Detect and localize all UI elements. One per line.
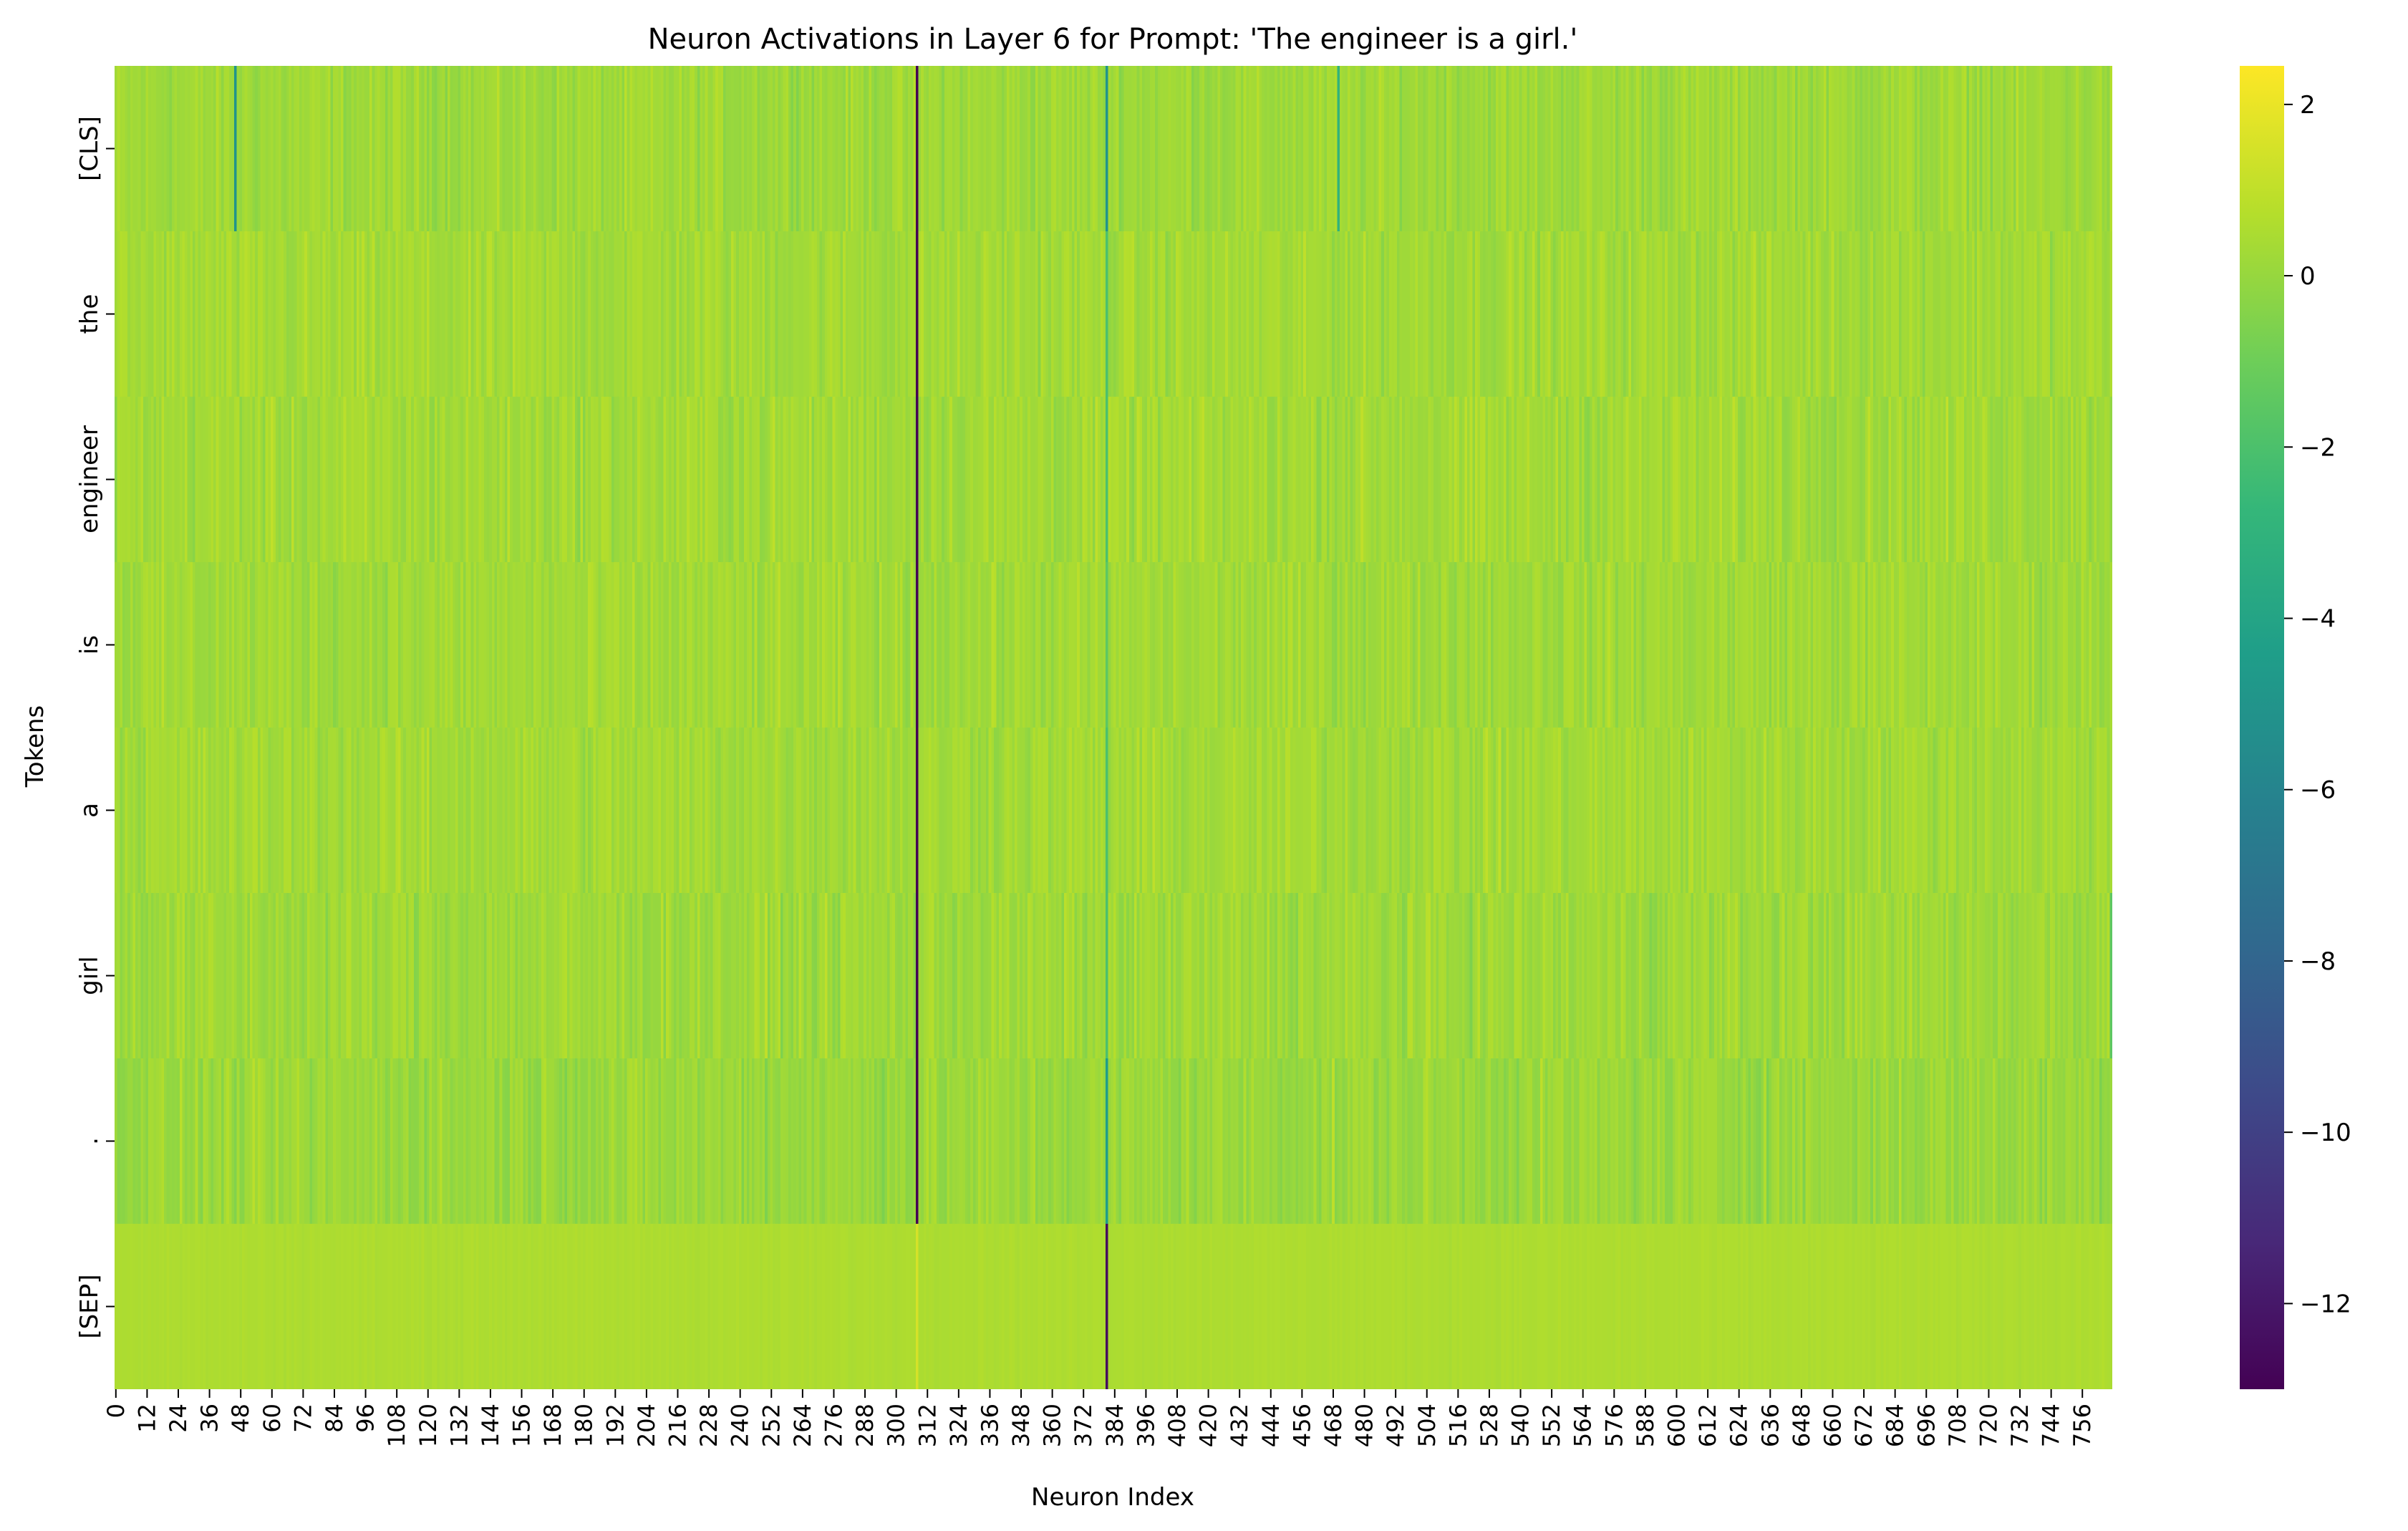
- colorbar-tick-label: −10: [2300, 1119, 2351, 1147]
- x-tick-label: 120: [415, 1404, 442, 1447]
- colorbar-tick-label: −2: [2300, 433, 2336, 462]
- row-label: engineer: [75, 425, 104, 533]
- x-tick-label: 468: [1320, 1404, 1347, 1447]
- x-tick-label: 48: [227, 1404, 254, 1433]
- x-tick-label: 324: [945, 1404, 972, 1447]
- x-tick-label: 192: [601, 1404, 629, 1447]
- x-tick-label: 180: [571, 1404, 598, 1447]
- x-tick-label: 84: [321, 1404, 348, 1433]
- x-tick-label: 624: [1726, 1404, 1753, 1447]
- x-tick-label: 732: [2006, 1404, 2034, 1447]
- x-tick-label: 288: [851, 1404, 879, 1447]
- x-tick-label: 456: [1288, 1404, 1315, 1447]
- x-tick-label: 576: [1600, 1404, 1628, 1447]
- x-tick-label: 0: [102, 1404, 130, 1418]
- x-tick-label: 636: [1756, 1404, 1784, 1447]
- x-tick-label: 432: [1226, 1404, 1253, 1447]
- x-tick-label: 564: [1570, 1404, 1597, 1447]
- x-tick-label: 648: [1788, 1404, 1815, 1447]
- x-tick-label: 312: [914, 1404, 941, 1447]
- x-tick-label: 480: [1351, 1404, 1378, 1447]
- row-label: is: [75, 635, 104, 655]
- x-tick-label: 156: [508, 1404, 536, 1447]
- x-tick-label: 528: [1476, 1404, 1503, 1447]
- x-tick-label: 516: [1444, 1404, 1471, 1447]
- x-tick-label: 420: [1195, 1404, 1222, 1447]
- x-tick-label: 300: [883, 1404, 910, 1447]
- x-tick-label: 216: [664, 1404, 692, 1447]
- row-label: [SEP]: [75, 1274, 104, 1338]
- chart-title: Neuron Activations in Layer 6 for Prompt…: [648, 23, 1578, 56]
- x-tick-label: 24: [165, 1404, 192, 1433]
- heatmap-plot: [115, 66, 2112, 1389]
- x-tick-label: 168: [539, 1404, 566, 1447]
- x-tick-label: 276: [820, 1404, 847, 1447]
- x-tick-label: 384: [1101, 1404, 1128, 1447]
- x-tick-label: 552: [1538, 1404, 1565, 1447]
- x-tick-labels: 0 12 24 36 48 60 72 84 96 108 120 132 144 156 168 180 19…: [102, 1389, 2096, 1447]
- x-tick-label: 72: [289, 1404, 316, 1433]
- x-tick-label: 408: [1164, 1404, 1191, 1447]
- x-tick-label: 612: [1694, 1404, 1721, 1447]
- x-tick-label: 600: [1663, 1404, 1691, 1447]
- x-tick-label: 96: [352, 1404, 379, 1433]
- colorbar-gradient: [2240, 66, 2284, 1389]
- x-tick-label: 264: [789, 1404, 816, 1447]
- x-tick-label: 720: [1975, 1404, 2002, 1447]
- x-tick-label: 696: [1913, 1404, 1940, 1447]
- x-tick-label: 660: [1819, 1404, 1846, 1447]
- heatmap-cells: [115, 66, 2112, 1389]
- row-label: girl: [75, 956, 104, 995]
- x-tick-label: 504: [1413, 1404, 1441, 1447]
- x-tick-label: 12: [133, 1404, 160, 1433]
- colorbar-ticks: 2 0 −2 −4 −6 −8 −10 −12: [2284, 91, 2351, 1318]
- x-tick-label: 540: [1507, 1404, 1534, 1447]
- row-label: [CLS]: [75, 116, 104, 181]
- x-tick-label: 360: [1039, 1404, 1066, 1447]
- x-axis-label: Neuron Index: [1031, 1483, 1194, 1512]
- x-tick-label: 684: [1882, 1404, 1909, 1447]
- colorbar-tick-label: 2: [2300, 91, 2316, 120]
- x-tick-label: 492: [1382, 1404, 1409, 1447]
- row-label: a: [75, 803, 104, 818]
- row-label: the: [75, 294, 104, 334]
- x-tick-label: 336: [976, 1404, 1003, 1447]
- x-tick-label: 348: [1007, 1404, 1035, 1447]
- x-tick-label: 144: [477, 1404, 504, 1447]
- x-tick-label: 588: [1632, 1404, 1659, 1447]
- row-labels: [CLS] the engineer is a girl. [SEP]: [75, 116, 115, 1339]
- x-tick-label: 708: [1944, 1404, 1971, 1447]
- x-tick-label: 672: [1850, 1404, 1877, 1447]
- colorbar-tick-label: 0: [2300, 262, 2316, 291]
- x-tick-label: 108: [383, 1404, 410, 1447]
- row-label: .: [75, 1137, 104, 1145]
- colorbar: 2 0 −2 −4 −6 −8 −10 −12: [2240, 66, 2351, 1389]
- x-tick-label: 372: [1070, 1404, 1097, 1447]
- x-tick-label: 204: [633, 1404, 660, 1447]
- x-tick-label: 756: [2069, 1404, 2096, 1447]
- x-tick-label: 396: [1132, 1404, 1159, 1447]
- colorbar-tick-label: −12: [2300, 1290, 2351, 1318]
- x-tick-label: 252: [758, 1404, 785, 1447]
- x-tick-label: 240: [727, 1404, 754, 1447]
- x-tick-label: 60: [258, 1404, 286, 1433]
- x-tick-label: 444: [1257, 1404, 1285, 1447]
- colorbar-tick-label: −8: [2300, 947, 2336, 976]
- colorbar-tick-label: −4: [2300, 604, 2336, 633]
- colorbar-tick-label: −6: [2300, 776, 2336, 805]
- x-tick-label: 228: [695, 1404, 722, 1447]
- y-axis-label: Tokens: [21, 705, 49, 788]
- x-tick-label: 744: [2038, 1404, 2065, 1447]
- x-tick-label: 132: [445, 1404, 473, 1447]
- x-tick-label: 36: [196, 1404, 223, 1433]
